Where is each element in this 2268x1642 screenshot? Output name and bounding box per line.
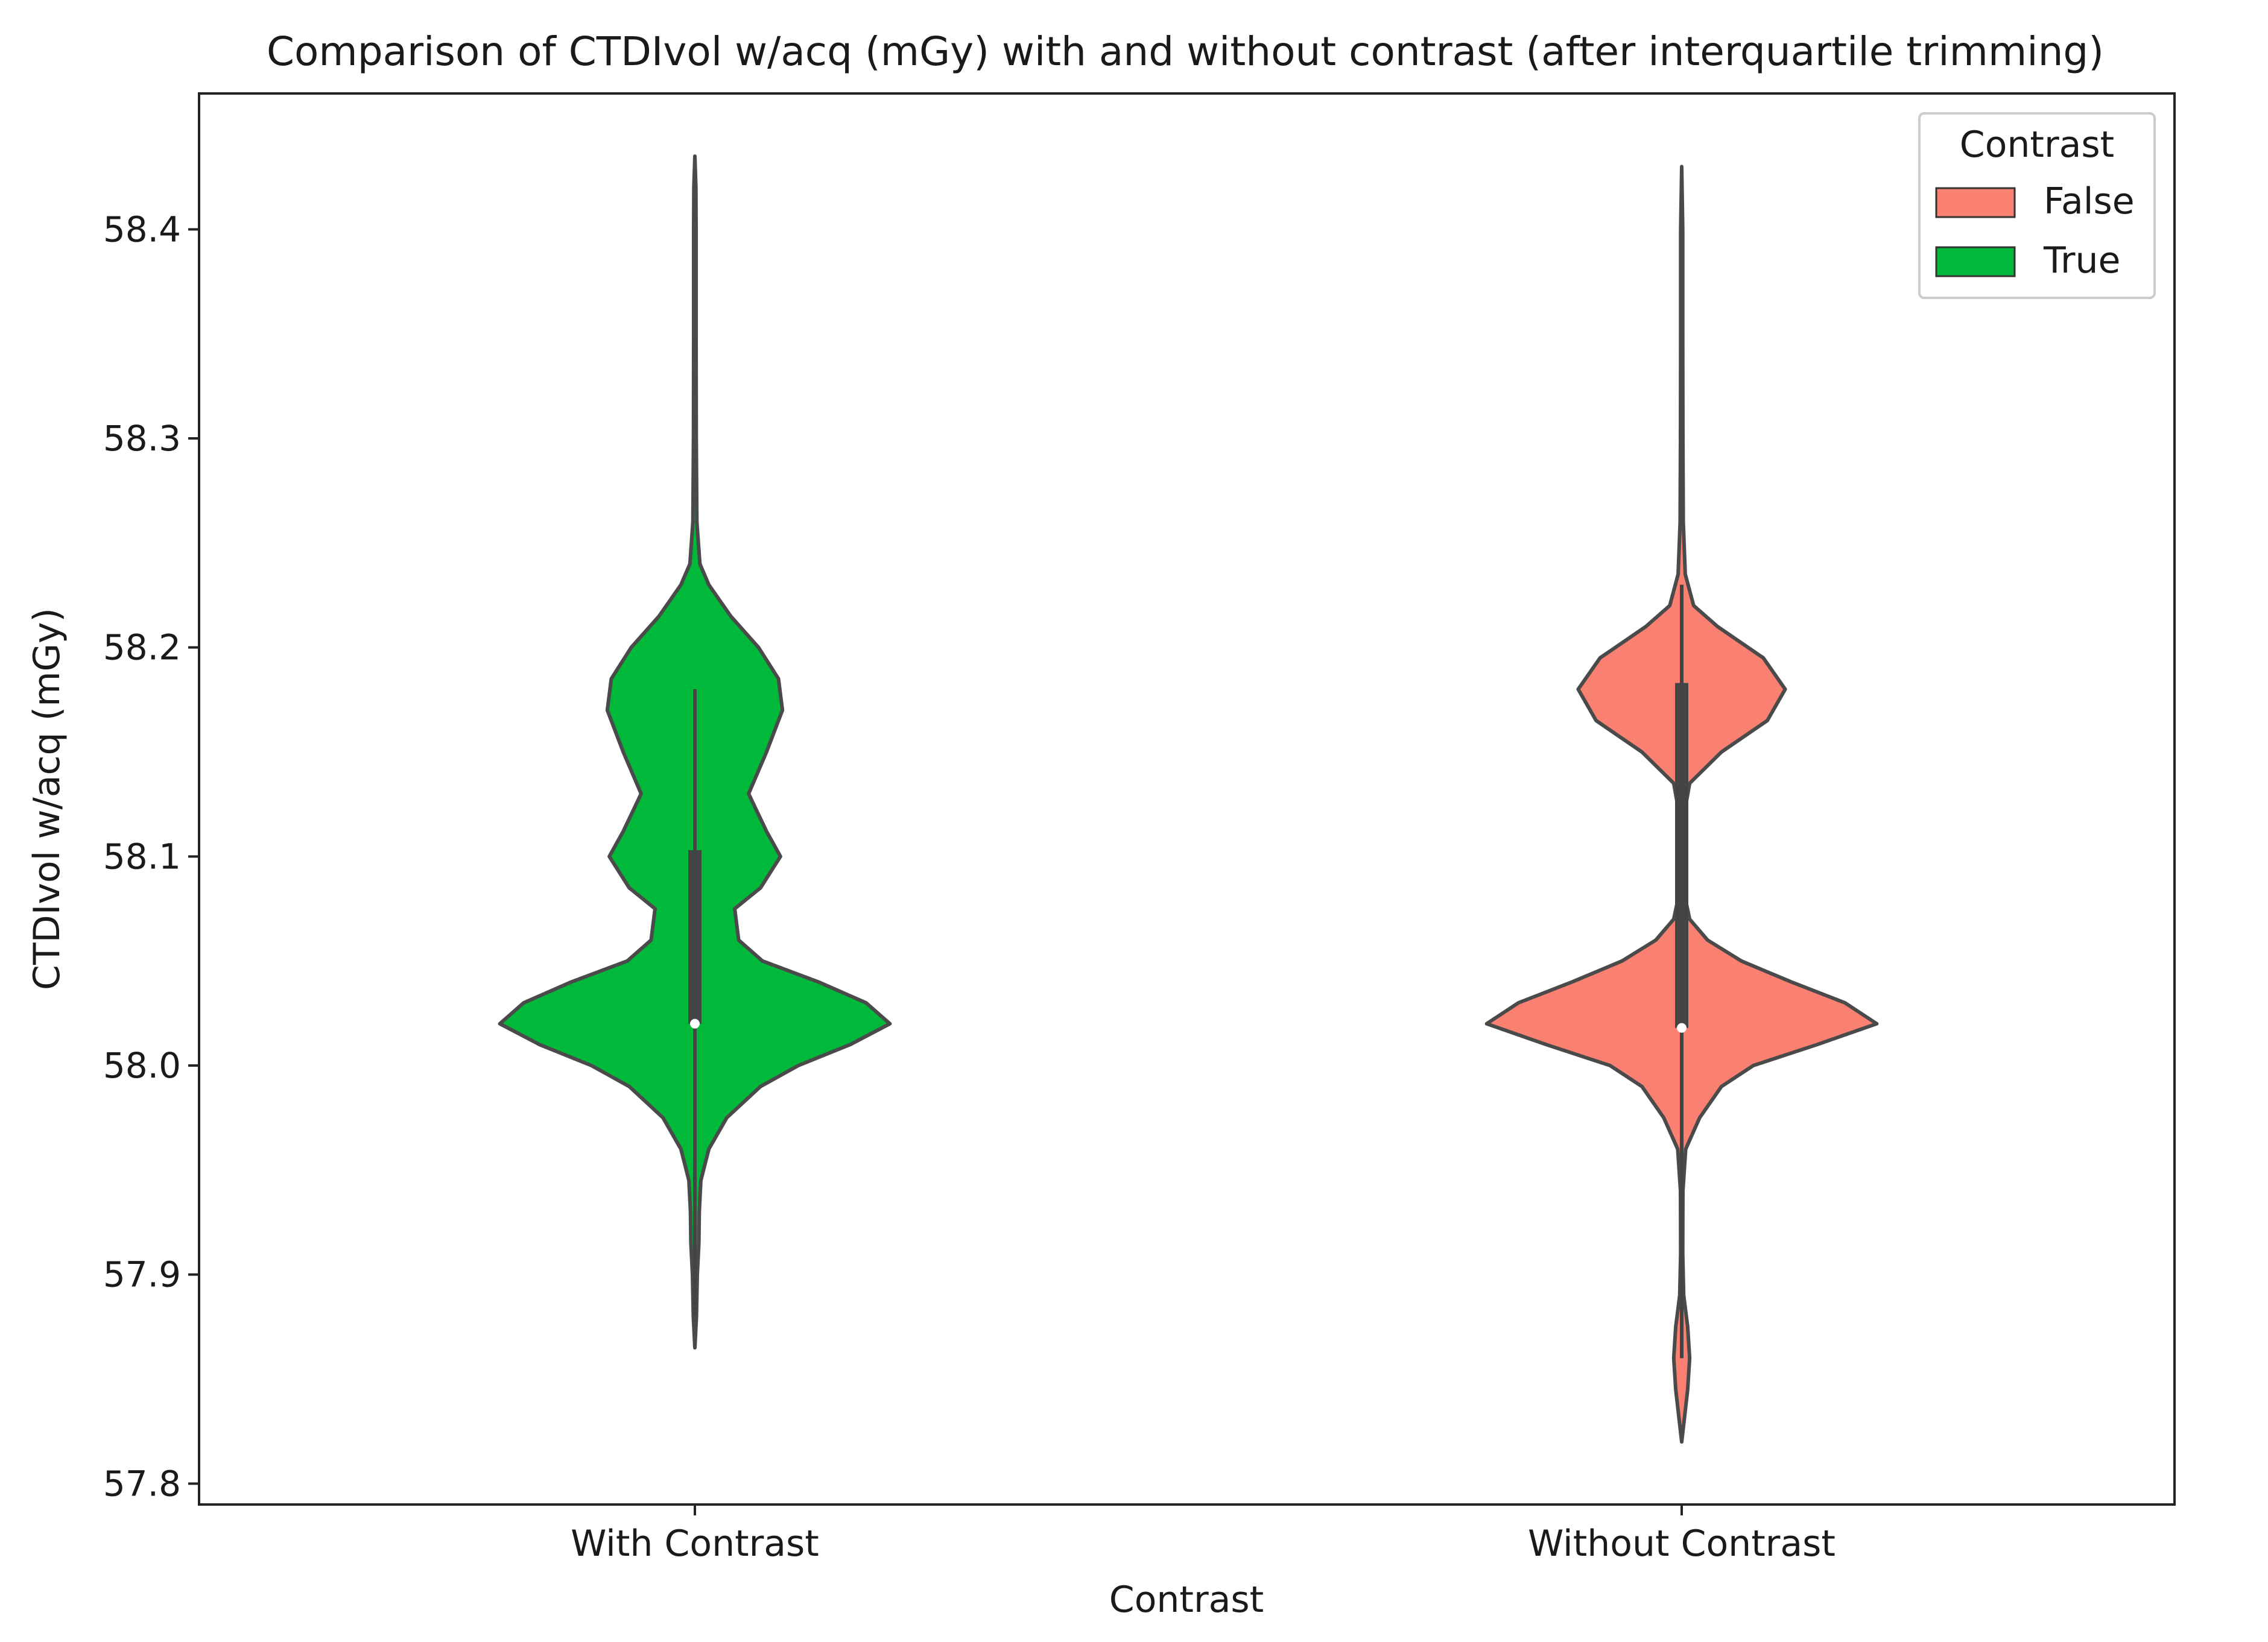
y-tick-label: 57.9 (103, 1254, 181, 1295)
x-tick-label: With Contrast (571, 1523, 819, 1565)
y-tick-label: 58.0 (103, 1045, 181, 1086)
violin-median-marker (1677, 1023, 1687, 1033)
x-axis-label: Contrast (1109, 1579, 1264, 1621)
legend: Contrast False True (1918, 112, 2156, 299)
legend-label-true: True (2043, 239, 2120, 282)
legend-swatch-true (1935, 246, 2016, 277)
y-tick-label: 58.4 (103, 209, 181, 250)
legend-label-false: False (2044, 180, 2135, 223)
violins (498, 154, 1879, 1444)
legend-title: Contrast (1960, 124, 2114, 166)
y-tick-label: 57.8 (103, 1463, 181, 1504)
plot-area (199, 93, 2175, 1505)
x-axis: With Contrast Without Contrast (571, 1505, 1836, 1565)
y-tick-label: 58.1 (103, 836, 181, 877)
plot-frame (198, 92, 2176, 1506)
violin-iqr-box (688, 850, 702, 1024)
x-tick-label: Without Contrast (1528, 1523, 1836, 1565)
y-tick-label: 58.3 (103, 418, 181, 459)
violin-median-marker (690, 1018, 700, 1029)
y-axis: 57.8 57.9 58.0 58.1 58.2 58.3 58.4 (103, 209, 199, 1504)
y-tick-label: 58.2 (103, 627, 181, 668)
legend-swatch-false (1935, 187, 2016, 218)
y-axis-label: CTDIvol w/acq (mGy) (26, 608, 68, 990)
chart-title: Comparison of CTDIvol w/acq (mGy) with a… (267, 28, 2104, 75)
violin-iqr-box (1675, 683, 1688, 1028)
